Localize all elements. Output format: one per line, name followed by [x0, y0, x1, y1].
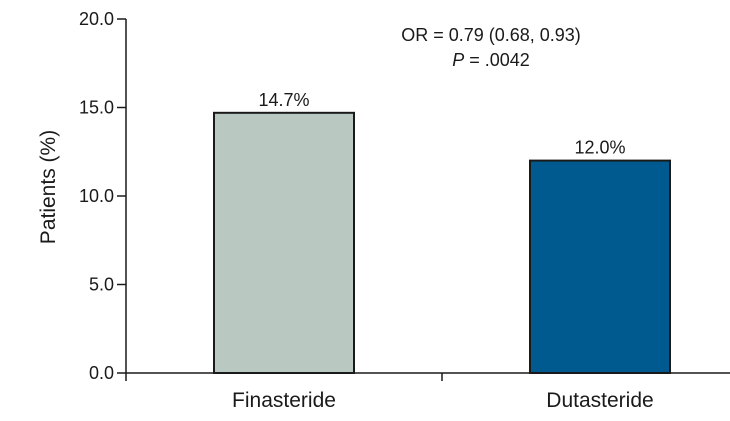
category-label-dutasteride: Dutasteride	[546, 389, 653, 412]
bar-finasteride	[213, 111, 355, 374]
y-tick-label: 20.0	[79, 9, 114, 29]
data-label-finasteride: 14.7%	[258, 90, 309, 110]
y-tick-label: 5.0	[89, 275, 114, 295]
y-tick-label: 10.0	[79, 186, 114, 206]
p-value-annotation: P = .0042	[452, 50, 530, 70]
y-axis: 0.0 5.0 10.0 15.0 20.0	[79, 9, 127, 383]
category-labels: Finasteride Dutasteride	[232, 389, 654, 412]
bars	[213, 111, 671, 374]
data-labels: 14.7% 12.0%	[258, 90, 625, 158]
y-tick-label: 0.0	[89, 363, 114, 383]
data-label-dutasteride: 12.0%	[574, 138, 625, 158]
p-value-symbol: P	[452, 50, 464, 70]
p-value-text: = .0042	[464, 50, 530, 70]
category-label-finasteride: Finasteride	[232, 389, 336, 412]
bar-dutasteride	[529, 159, 671, 374]
odds-ratio-annotation: OR = 0.79 (0.68, 0.93)	[401, 25, 581, 45]
y-axis-label: Patients (%)	[37, 130, 60, 244]
y-tick-label: 15.0	[79, 98, 114, 118]
x-axis	[126, 372, 730, 381]
